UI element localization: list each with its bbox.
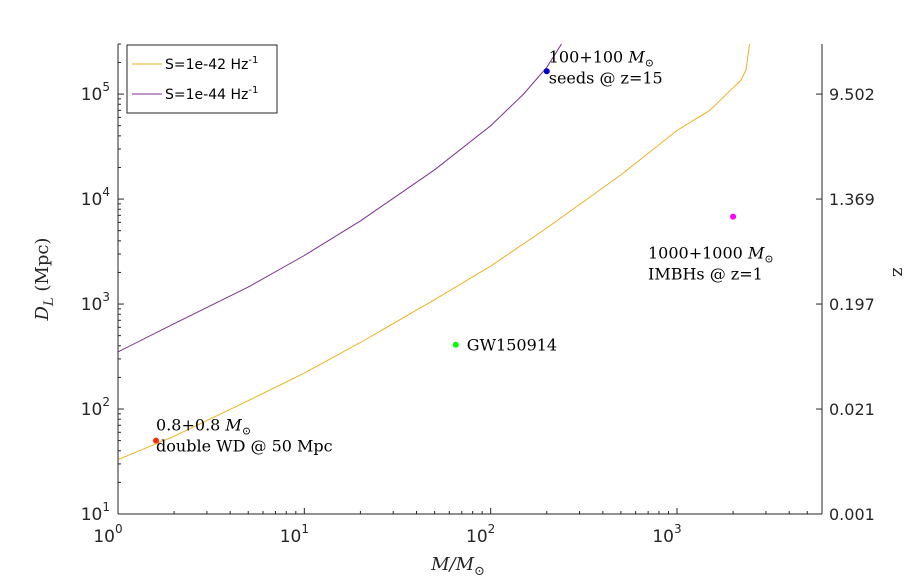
point-label-unit-sub: ⊙ [242, 425, 251, 438]
point-label-unit-sub: ⊙ [764, 253, 773, 266]
point-label-unit-sub: ⊙ [645, 56, 654, 69]
point-label-1: 0.8+0.8 M⊙ [156, 416, 251, 438]
data-point-1 [153, 437, 160, 444]
x-tick-mantissa: 10 [466, 527, 488, 547]
y-tick-mantissa: 10 [81, 295, 103, 315]
right-tick-label-3: 1.369 [829, 190, 875, 209]
x-tick-exponent: 3 [674, 522, 682, 536]
point-label-text: 1000+1000 [648, 244, 748, 263]
y-axis-label-base: D [32, 305, 53, 321]
legend-label-2: S=1e-44 Hz-1 [165, 85, 258, 103]
y-tick-mantissa: 10 [81, 85, 103, 105]
legend-label-text: S=1e-42 Hz [165, 57, 248, 73]
y-tick-label-1: 102 [81, 395, 110, 420]
y-tick-label-3: 104 [81, 185, 110, 210]
x-tick-label-2: 102 [466, 522, 495, 547]
x-tick-exponent: 2 [488, 522, 496, 536]
point-label-2: GW150914 [467, 336, 557, 355]
x-tick-mantissa: 10 [93, 527, 115, 547]
axes [117, 44, 823, 515]
right-axis-label: z [888, 267, 908, 276]
ticks: 100 101 102 1031011021031041050.0010.0210.1… [81, 43, 875, 547]
y-tick-mantissa: 10 [81, 505, 103, 525]
x-axis-label-sub: ⊙ [474, 564, 485, 578]
point-label-unit: M [627, 47, 645, 66]
legend-label-1: S=1e-42 Hz-1 [165, 55, 258, 73]
point-label-4: 1000+1000 M⊙ [648, 244, 774, 266]
point-label-unit: M [224, 416, 242, 435]
legend-label-sup: -1 [248, 55, 258, 66]
y-tick-label-2: 103 [81, 290, 110, 315]
y-tick-exponent: 4 [102, 185, 110, 199]
y-axis-label-unit: (Mpc) [32, 238, 53, 298]
point-sublabel-1: double WD @ 50 Mpc [156, 437, 333, 456]
legend-label-text: S=1e-44 Hz [165, 87, 248, 103]
x-tick-label-0: 100 [93, 522, 122, 547]
data-point-4 [730, 213, 737, 220]
point-label-text: GW150914 [467, 336, 557, 355]
x-tick-exponent: 0 [115, 522, 123, 536]
right-tick-label-4: 9.502 [829, 85, 875, 104]
y-axis-label-sub: L [42, 297, 57, 307]
y-tick-exponent: 2 [102, 395, 110, 409]
point-sublabel-3: seeds @ z=15 [549, 68, 663, 87]
y-axis-label: DL (Mpc) [32, 238, 57, 322]
y-tick-mantissa: 10 [81, 190, 103, 210]
x-tick-exponent: 1 [301, 522, 309, 536]
point-label-3: 100+100 M⊙ [549, 47, 654, 69]
y-tick-label-0: 101 [81, 500, 110, 525]
data-point-3 [543, 68, 550, 75]
x-axis-label-base: M/M [430, 554, 474, 575]
y-tick-exponent: 1 [102, 500, 110, 514]
y-tick-label-4: 105 [81, 80, 110, 105]
x-tick-mantissa: 10 [652, 527, 674, 547]
x-tick-label-1: 101 [280, 522, 309, 547]
legend-label-sup: -1 [248, 85, 258, 96]
series-line-2 [117, 43, 562, 353]
point-label-text: 100+100 [549, 47, 629, 66]
right-tick-label-2: 0.197 [829, 295, 875, 314]
x-tick-mantissa: 10 [280, 527, 302, 547]
y-tick-exponent: 3 [102, 290, 110, 304]
points: 0.8+0.8 M⊙double WD @ 50 MpcGW150914100+… [153, 47, 774, 456]
y-tick-exponent: 5 [102, 80, 110, 94]
point-label-text: 0.8+0.8 [156, 416, 225, 435]
x-axis-label: M/M⊙ [430, 554, 485, 578]
legend: S=1e-42 Hz-1S=1e-44 Hz-1 [126, 44, 278, 114]
data-point-2 [452, 341, 459, 348]
point-sublabel-4: IMBHs @ z=1 [648, 265, 763, 284]
axis-labels: M/M⊙ DL (Mpc) z [32, 238, 908, 578]
right-tick-label-0: 0.001 [829, 505, 875, 524]
x-tick-label-3: 103 [652, 522, 681, 547]
legend-box [126, 44, 278, 114]
y-tick-mantissa: 10 [81, 400, 103, 420]
point-label-unit: M [747, 244, 765, 263]
series-line-1 [117, 43, 750, 461]
curves [117, 43, 750, 461]
right-tick-label-1: 0.021 [829, 400, 875, 419]
